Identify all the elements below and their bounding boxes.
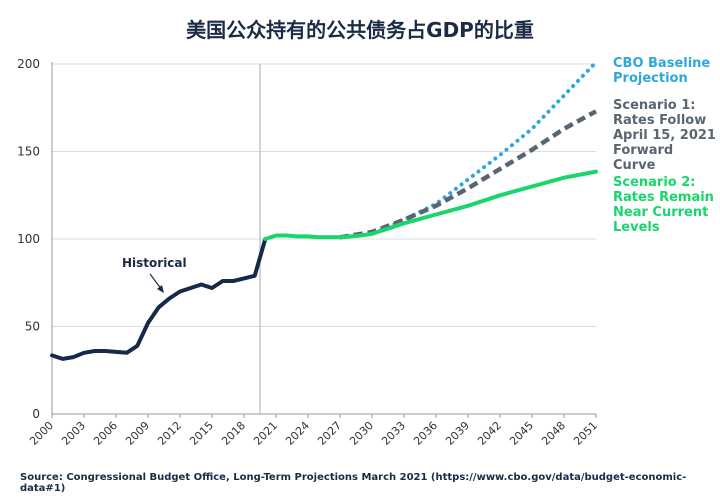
x-tick-label: 2039 <box>443 419 472 448</box>
x-tick-label: 2021 <box>251 419 280 448</box>
x-tick-label: 2051 <box>571 419 600 448</box>
series-line-2 <box>339 109 598 240</box>
x-tick-label: 2015 <box>187 419 216 448</box>
legend-scenario-1: Scenario 1: Rates Follow April 15, 2021 … <box>613 98 716 173</box>
series-line-1 <box>338 60 598 240</box>
series-line-3 <box>263 169 598 241</box>
x-tick-label: 2048 <box>539 419 568 448</box>
x-tick-label: 2000 <box>27 419 56 448</box>
y-tick-label: 100 <box>17 232 40 246</box>
x-tick-label: 2033 <box>379 419 408 448</box>
y-tick-label: 50 <box>25 320 40 334</box>
x-tick-label: 2006 <box>91 419 120 448</box>
y-tick-label: 150 <box>17 145 40 159</box>
source-note: Source: Congressional Budget Office, Lon… <box>20 472 687 494</box>
legend-cbo-baseline: CBO Baseline Projection <box>613 56 711 86</box>
x-tick-label: 2012 <box>155 419 184 448</box>
x-tick-label: 2018 <box>219 419 248 448</box>
x-tick-label: 2024 <box>283 419 312 448</box>
legend-scenario-2: Scenario 2: Rates Remain Near Current Le… <box>613 175 714 235</box>
x-tick-label: 2042 <box>475 419 504 448</box>
x-tick-label: 2009 <box>123 419 152 448</box>
x-tick-label: 2036 <box>411 419 440 448</box>
series-line-0 <box>50 237 268 361</box>
x-tick-label: 2003 <box>59 419 88 448</box>
y-tick-label: 0 <box>32 407 40 421</box>
annotation-historical: Historical <box>122 256 187 270</box>
annotation-arrow-head <box>157 285 164 293</box>
x-tick-label: 2030 <box>347 419 376 448</box>
chart-title: 美国公众持有的公共债务占GDP的比重 <box>186 18 534 42</box>
y-tick-label: 200 <box>17 57 40 71</box>
x-tick-label: 2045 <box>507 419 536 448</box>
x-tick-label: 2027 <box>315 419 344 448</box>
